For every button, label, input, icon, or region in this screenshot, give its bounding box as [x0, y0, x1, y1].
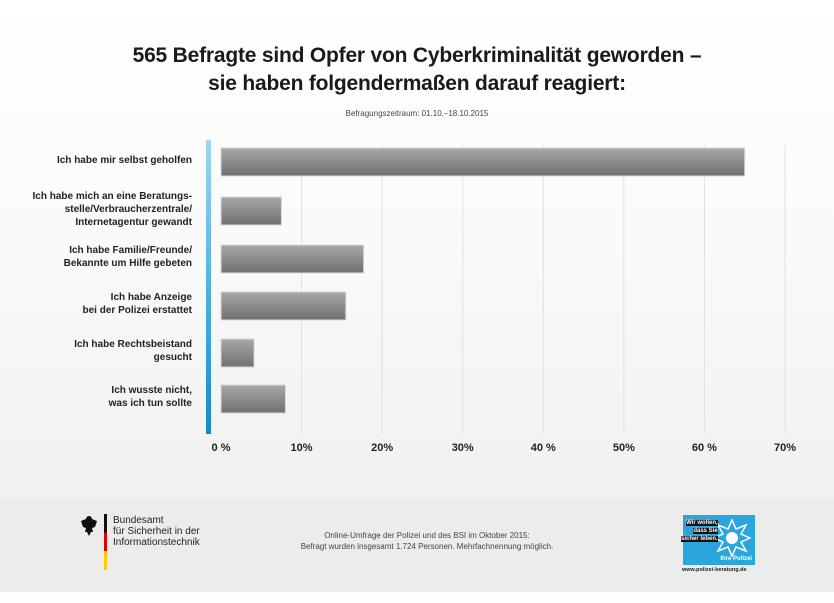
x-tick-label: 50% — [612, 442, 635, 454]
police-star-icon — [713, 519, 751, 557]
bar — [220, 338, 255, 368]
category-label: Ich habe Familie/Freunde/ Bekannte um Hi… — [63, 245, 192, 269]
german-flag-stripe — [104, 514, 107, 570]
bar — [220, 196, 282, 226]
chart-subtitle: Befragungszeitraum: 01.10.–18.10.2015 — [345, 109, 489, 118]
slogan-line: sicher leben. — [681, 536, 718, 542]
category-label: Ich habe Anzeige bei der Polizei erstatt… — [82, 292, 192, 316]
x-tick-label: 0 % — [211, 442, 231, 454]
police-logo: Wir wollen, dass Sie sicher leben. Ihre Po… — [681, 515, 755, 565]
bar — [220, 291, 347, 321]
bar — [220, 384, 286, 414]
slogan-line: dass Sie — [693, 528, 718, 534]
federal-eagle-icon — [81, 516, 97, 536]
slogan-line: Wir wollen, — [686, 520, 718, 526]
x-tick-label: 10% — [290, 442, 313, 454]
category-axis-accent — [206, 140, 211, 434]
bar — [220, 147, 746, 177]
bar — [220, 244, 365, 274]
x-tick-label: 30% — [451, 442, 474, 454]
survey-note: Online-Umfrage der Polizei und des BSI i… — [300, 531, 554, 551]
bsi-logo-text: Bundesamt für Sicherheit in der Informat… — [113, 515, 200, 548]
police-url: www.polizei-beratung.de — [682, 567, 747, 573]
x-tick-label: 40 % — [530, 442, 556, 454]
police-name: Ihre Polizei — [720, 556, 752, 562]
bar-plot — [220, 145, 786, 434]
x-tick-label: 70% — [773, 442, 797, 454]
chart-title: 565 Befragte sind Opfer von Cyberkrimina… — [132, 44, 702, 95]
category-label: Ich habe mich an eine Beratungs- stelle/… — [32, 190, 192, 228]
category-label: Ich habe Rechtsbeistand gesucht — [74, 339, 192, 363]
category-label: Ich wusste nicht, was ich tun sollte — [108, 385, 192, 409]
x-tick-label: 60 % — [691, 442, 717, 454]
x-tick-label: 20% — [371, 442, 394, 454]
category-label: Ich habe mir selbst geholfen — [56, 154, 192, 166]
